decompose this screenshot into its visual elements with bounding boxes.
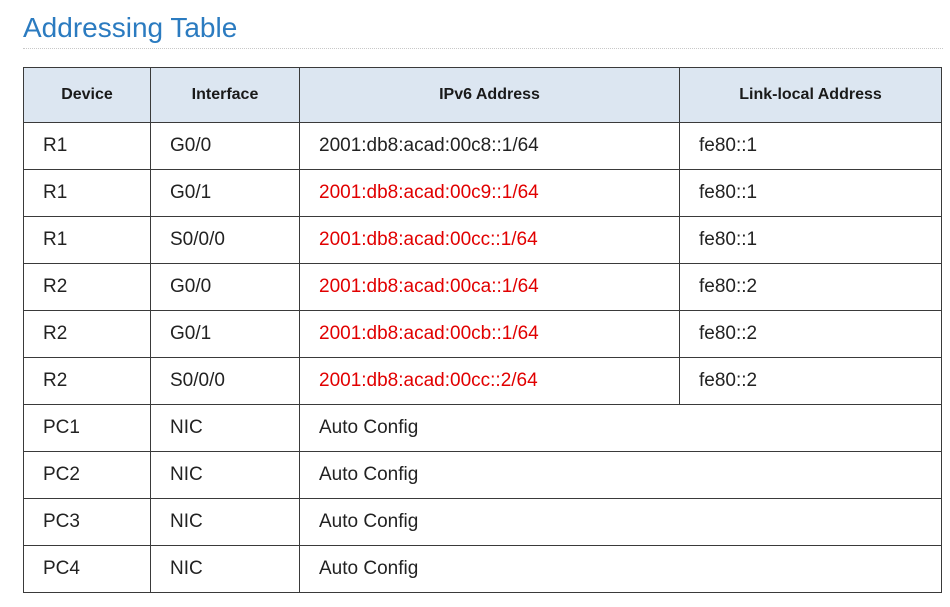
- table-row: R1 S0/0/0 2001:db8:acad:00cc::1/64 fe80::1: [23, 216, 942, 264]
- ipv6-address-cell: Auto Config: [299, 545, 942, 593]
- device-cell: R2: [23, 310, 151, 358]
- ipv6-address-cell: Auto Config: [299, 404, 942, 452]
- interface-cell: NIC: [150, 498, 300, 546]
- interface-cell: NIC: [150, 451, 300, 499]
- table-row: PC3 NIC Auto Config: [23, 498, 942, 546]
- device-cell: R1: [23, 216, 151, 264]
- ipv6-address-cell: 2001:db8:acad:00c8::1/64: [299, 122, 680, 170]
- link-local-address-cell: fe80::2: [679, 263, 942, 311]
- link-local-address-cell: fe80::1: [679, 122, 942, 170]
- column-header-interface: Interface: [150, 67, 300, 123]
- device-cell: R2: [23, 263, 151, 311]
- interface-cell: NIC: [150, 404, 300, 452]
- table-row: PC1 NIC Auto Config: [23, 404, 942, 452]
- interface-cell: G0/1: [150, 310, 300, 358]
- device-cell: PC4: [23, 545, 151, 593]
- table-row: PC4 NIC Auto Config: [23, 545, 942, 593]
- table-row: R2 S0/0/0 2001:db8:acad:00cc::2/64 fe80::2: [23, 357, 942, 405]
- ipv6-address-cell: Auto Config: [299, 498, 942, 546]
- column-header-link-local-address: Link-local Address: [679, 67, 942, 123]
- ipv6-address-cell: 2001:db8:acad:00cb::1/64: [299, 310, 680, 358]
- link-local-address-cell: fe80::1: [679, 216, 942, 264]
- table-header-row: Device Interface IPv6 Address Link-local…: [23, 67, 942, 123]
- table-row: PC2 NIC Auto Config: [23, 451, 942, 499]
- device-cell: PC3: [23, 498, 151, 546]
- interface-cell: G0/1: [150, 169, 300, 217]
- ipv6-address-cell: 2001:db8:acad:00cc::2/64: [299, 357, 680, 405]
- link-local-address-cell: fe80::2: [679, 357, 942, 405]
- ipv6-address-cell: Auto Config: [299, 451, 942, 499]
- column-header-ipv6-address: IPv6 Address: [299, 67, 680, 123]
- ipv6-address-cell: 2001:db8:acad:00cc::1/64: [299, 216, 680, 264]
- table-row: R2 G0/0 2001:db8:acad:00ca::1/64 fe80::2: [23, 263, 942, 311]
- page-title: Addressing Table: [23, 12, 238, 43]
- link-local-address-cell: fe80::2: [679, 310, 942, 358]
- addressing-table: Device Interface IPv6 Address Link-local…: [23, 67, 942, 593]
- link-local-address-cell: fe80::1: [679, 169, 942, 217]
- table-row: R1 G0/1 2001:db8:acad:00c9::1/64 fe80::1: [23, 169, 942, 217]
- device-cell: R1: [23, 122, 151, 170]
- interface-cell: S0/0/0: [150, 216, 300, 264]
- title-divider: [23, 48, 943, 49]
- interface-cell: G0/0: [150, 122, 300, 170]
- interface-cell: G0/0: [150, 263, 300, 311]
- device-cell: R1: [23, 169, 151, 217]
- column-header-device: Device: [23, 67, 151, 123]
- table-row: R2 G0/1 2001:db8:acad:00cb::1/64 fe80::2: [23, 310, 942, 358]
- ipv6-address-cell: 2001:db8:acad:00c9::1/64: [299, 169, 680, 217]
- table-row: R1 G0/0 2001:db8:acad:00c8::1/64 fe80::1: [23, 122, 942, 170]
- device-cell: R2: [23, 357, 151, 405]
- table-body: R1 G0/0 2001:db8:acad:00c8::1/64 fe80::1 R1 G…: [23, 122, 942, 593]
- ipv6-address-cell: 2001:db8:acad:00ca::1/64: [299, 263, 680, 311]
- device-cell: PC2: [23, 451, 151, 499]
- interface-cell: NIC: [150, 545, 300, 593]
- interface-cell: S0/0/0: [150, 357, 300, 405]
- device-cell: PC1: [23, 404, 151, 452]
